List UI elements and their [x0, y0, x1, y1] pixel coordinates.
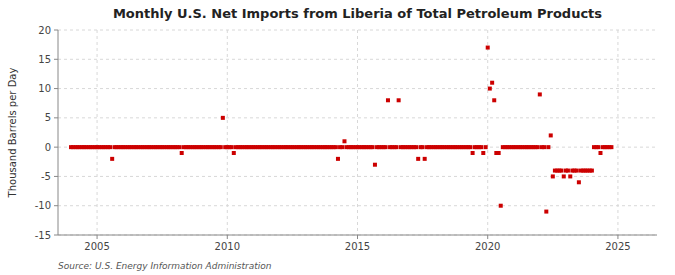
point [551, 174, 555, 178]
point [342, 139, 346, 143]
y-tick-label: -5 [41, 171, 51, 182]
point [577, 180, 581, 184]
point [414, 145, 418, 149]
y-tick [54, 117, 58, 118]
point [542, 145, 546, 149]
point [340, 145, 344, 149]
grid [58, 30, 657, 235]
y-tick [54, 235, 58, 236]
x-tick [357, 235, 358, 239]
y-grid-line [58, 59, 657, 60]
point [421, 145, 425, 149]
y-tick-label: 15 [38, 54, 51, 65]
point [497, 151, 501, 155]
x-tick-label: 2025 [605, 241, 630, 252]
y-tick [54, 176, 58, 177]
point [546, 145, 550, 149]
point [336, 157, 340, 161]
point [549, 133, 553, 137]
x-tick [97, 235, 98, 239]
x-tick-label: 2015 [345, 241, 370, 252]
y-tick-label: 5 [45, 112, 51, 123]
y-grid-line [58, 88, 657, 89]
y-tick [54, 88, 58, 89]
point [219, 145, 223, 149]
title: Monthly U.S. Net Imports from Liberia of… [113, 6, 602, 21]
point [609, 145, 613, 149]
x-tick [617, 235, 618, 239]
x-tick-label: 2010 [215, 241, 240, 252]
point [230, 145, 234, 149]
point [575, 169, 579, 173]
point [468, 145, 472, 149]
y-grid-line [58, 117, 657, 118]
point [499, 204, 503, 208]
point [221, 116, 225, 120]
point [596, 145, 600, 149]
point [559, 169, 563, 173]
point [373, 163, 377, 167]
y-tick [54, 59, 58, 60]
point [178, 145, 182, 149]
point [397, 98, 401, 102]
x-grid-line [617, 30, 618, 235]
point [484, 145, 488, 149]
point [386, 98, 390, 102]
y-axis-line [58, 30, 59, 235]
point [334, 145, 338, 149]
point [492, 98, 496, 102]
point [108, 145, 112, 149]
point [538, 92, 542, 96]
point [598, 151, 602, 155]
y-tick [54, 30, 58, 31]
point [471, 151, 475, 155]
point [371, 145, 375, 149]
y-tick [54, 205, 58, 206]
x-grid-line [487, 30, 488, 235]
point [232, 151, 236, 155]
y-axis-label: Thousand Barrels per Day [7, 68, 18, 199]
point [479, 145, 483, 149]
y-tick-label: -15 [35, 230, 51, 241]
point [110, 157, 114, 161]
point [481, 151, 485, 155]
y-tick-label: 10 [38, 83, 51, 94]
chart-svg: Monthly U.S. Net Imports from Liberia of… [0, 0, 675, 275]
point [536, 145, 540, 149]
point [180, 151, 184, 155]
point [566, 169, 570, 173]
x-tick-label: 2020 [475, 241, 500, 252]
axes: -15 -10 -5 0 5 10 15 20 2005 2010 2015 2020 2025 [35, 25, 657, 253]
y-grid-line [58, 235, 657, 236]
point [590, 169, 594, 173]
point [490, 81, 494, 85]
point [395, 145, 399, 149]
x-grid-line [97, 30, 98, 235]
x-axis-line [58, 235, 657, 236]
point [423, 157, 427, 161]
point [384, 145, 388, 149]
x-grid-line [357, 30, 358, 235]
point [544, 210, 548, 214]
point [568, 174, 572, 178]
chart-container: Monthly U.S. Net Imports from Liberia of… [0, 0, 675, 275]
point [486, 46, 490, 50]
x-tick-label: 2005 [84, 241, 109, 252]
x-tick [227, 235, 228, 239]
y-tick [54, 147, 58, 148]
y-tick-label: 20 [38, 25, 51, 36]
y-tick-label: 0 [45, 142, 51, 153]
x-grid-line [227, 30, 228, 235]
point [416, 157, 420, 161]
points [69, 46, 613, 214]
y-tick-label: -10 [35, 200, 51, 211]
point [562, 174, 566, 178]
source-note: Source: U.S. Energy Information Administ… [58, 261, 272, 271]
point [488, 87, 492, 91]
x-tick [487, 235, 488, 239]
